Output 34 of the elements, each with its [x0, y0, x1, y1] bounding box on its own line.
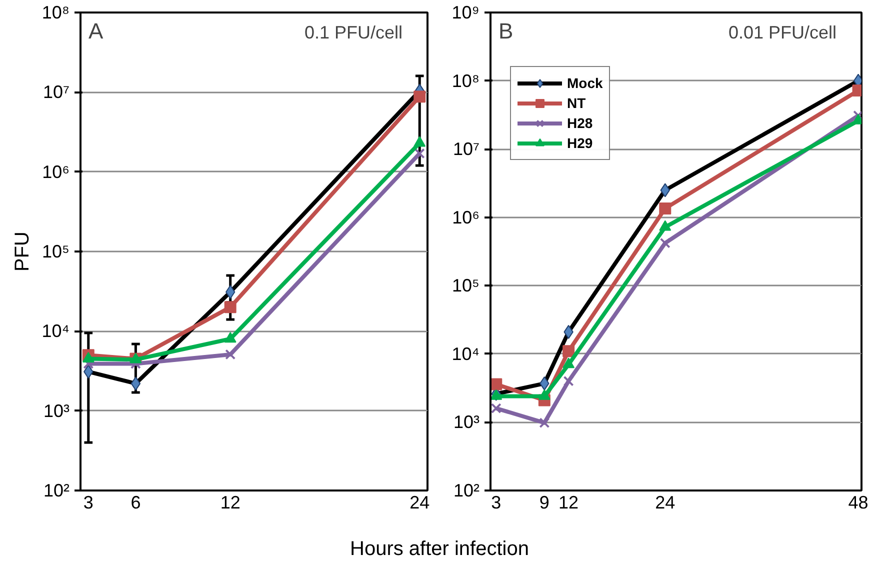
x-tick-label: 3	[491, 492, 502, 512]
y-tick-label: 10⁶	[42, 162, 70, 182]
y-tick-label: 10⁴	[42, 321, 70, 342]
legend-label: Mock	[567, 75, 603, 91]
y-tick-label: 10⁸	[42, 2, 70, 22]
legend-label: H28	[567, 115, 593, 131]
x-tick-label: 9	[539, 492, 550, 512]
legend-label: H29	[567, 135, 593, 151]
chart-title: B	[498, 18, 514, 44]
text: 0.1 PFU/cell	[304, 22, 403, 42]
x-tick-label: 24	[655, 492, 676, 512]
text: 0.01 PFU/cell	[728, 22, 837, 42]
y-tick-label: 10⁴	[452, 344, 480, 364]
y-tick-label: 10⁵	[42, 242, 70, 262]
x-tick-label: 12	[220, 492, 240, 512]
x-tick-label: 12	[558, 492, 579, 512]
y-tick-label: 10⁵	[452, 276, 480, 296]
y-tick-label: 10²	[453, 480, 480, 500]
chart-title: A	[88, 18, 104, 44]
y-axis-title: PFU	[12, 232, 34, 272]
y-tick-label: 10³	[43, 400, 70, 421]
y-tick-label: 10⁹	[452, 2, 480, 22]
x-tick-label: 6	[130, 492, 141, 512]
legend-label: NT	[567, 95, 587, 111]
y-tick-label: 10³	[453, 412, 480, 432]
y-tick-label: 10⁷	[452, 139, 480, 160]
y-tick-label: 10⁷	[42, 82, 70, 102]
x-axis-title: Hours after infection	[350, 537, 529, 562]
y-tick-label: 10⁸	[452, 70, 480, 91]
y-tick-label: 10⁶	[452, 207, 480, 228]
y-tick-label: 10²	[43, 480, 70, 500]
x-tick-label: 24	[410, 492, 430, 512]
x-tick-label: 3	[83, 492, 94, 512]
x-tick-label: 48	[848, 492, 868, 512]
